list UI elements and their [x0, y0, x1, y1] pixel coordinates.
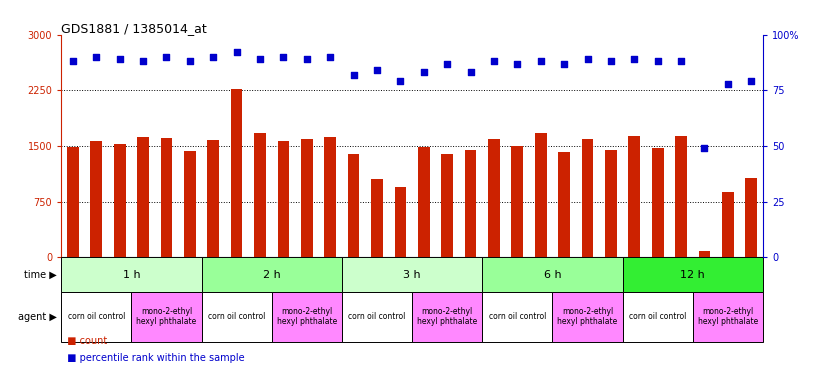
Bar [324, 137, 336, 257]
Bar [482, 292, 552, 342]
Text: mono-2-ethyl
hexyl phthalate: mono-2-ethyl hexyl phthalate [277, 307, 337, 326]
Bar [482, 257, 623, 292]
Text: GDS1881 / 1385014_at: GDS1881 / 1385014_at [61, 22, 207, 35]
Text: agent ▶: agent ▶ [18, 312, 57, 322]
Text: 2 h: 2 h [263, 270, 281, 280]
Bar [301, 139, 313, 257]
Bar [623, 257, 763, 292]
Bar [534, 132, 547, 257]
Bar [722, 192, 734, 257]
Text: corn oil control: corn oil control [489, 312, 546, 321]
Point [675, 58, 688, 65]
Bar [675, 136, 687, 257]
Point [605, 58, 618, 65]
Bar [623, 292, 693, 342]
Point [300, 56, 313, 62]
Bar [202, 257, 342, 292]
Text: ■ count: ■ count [61, 336, 108, 346]
Bar [693, 292, 763, 342]
Bar [254, 132, 266, 257]
Bar [582, 139, 593, 257]
Text: 6 h: 6 h [543, 270, 561, 280]
Text: mono-2-ethyl
hexyl phthalate: mono-2-ethyl hexyl phthalate [698, 307, 758, 326]
Bar [558, 152, 570, 257]
Point [66, 58, 79, 65]
Point [487, 58, 500, 65]
Bar [137, 137, 149, 257]
Point [184, 58, 197, 65]
Point [277, 54, 290, 60]
Text: mono-2-ethyl
hexyl phthalate: mono-2-ethyl hexyl phthalate [136, 307, 197, 326]
Point [628, 56, 641, 62]
Bar [394, 187, 406, 257]
Text: ■ percentile rank within the sample: ■ percentile rank within the sample [61, 353, 245, 363]
Text: corn oil control: corn oil control [68, 312, 125, 321]
Text: mono-2-ethyl
hexyl phthalate: mono-2-ethyl hexyl phthalate [557, 307, 618, 326]
Bar [605, 151, 617, 257]
Bar [342, 292, 412, 342]
Text: corn oil control: corn oil control [208, 312, 265, 321]
Point [698, 145, 711, 151]
Point [745, 78, 758, 84]
Text: time ▶: time ▶ [24, 270, 57, 280]
Bar [61, 292, 131, 342]
Bar [698, 252, 710, 257]
Bar [91, 141, 102, 257]
Point [113, 56, 126, 62]
Point [254, 56, 267, 62]
Point [324, 54, 337, 60]
Point [534, 58, 548, 65]
Point [441, 60, 454, 66]
Point [160, 54, 173, 60]
Point [206, 54, 220, 60]
Bar [61, 257, 202, 292]
Point [417, 70, 430, 76]
Bar [231, 89, 242, 257]
Bar [418, 147, 429, 257]
Text: 3 h: 3 h [403, 270, 421, 280]
Bar [113, 144, 126, 257]
Bar [131, 292, 202, 342]
Bar [412, 292, 482, 342]
Bar [202, 292, 272, 342]
Point [511, 60, 524, 66]
Bar [184, 151, 196, 257]
Text: corn oil control: corn oil control [629, 312, 686, 321]
Point [721, 81, 734, 87]
Point [370, 67, 384, 73]
Point [230, 49, 243, 55]
Bar [67, 147, 78, 257]
Bar [488, 139, 499, 257]
Bar [628, 136, 640, 257]
Bar [441, 154, 453, 257]
Text: 12 h: 12 h [681, 270, 705, 280]
Bar [464, 151, 477, 257]
Point [581, 56, 594, 62]
Bar [342, 257, 482, 292]
Bar [652, 148, 663, 257]
Point [464, 70, 477, 76]
Bar [348, 154, 359, 257]
Bar [371, 179, 383, 257]
Point [394, 78, 407, 84]
Bar [272, 292, 342, 342]
Bar [745, 178, 757, 257]
Point [557, 60, 570, 66]
Bar [207, 140, 219, 257]
Bar [552, 292, 623, 342]
Point [651, 58, 664, 65]
Bar [512, 146, 523, 257]
Point [347, 71, 360, 78]
Text: corn oil control: corn oil control [348, 312, 406, 321]
Bar [277, 141, 289, 257]
Point [90, 54, 103, 60]
Text: mono-2-ethyl
hexyl phthalate: mono-2-ethyl hexyl phthalate [417, 307, 477, 326]
Text: 1 h: 1 h [122, 270, 140, 280]
Bar [161, 138, 172, 257]
Point [136, 58, 149, 65]
